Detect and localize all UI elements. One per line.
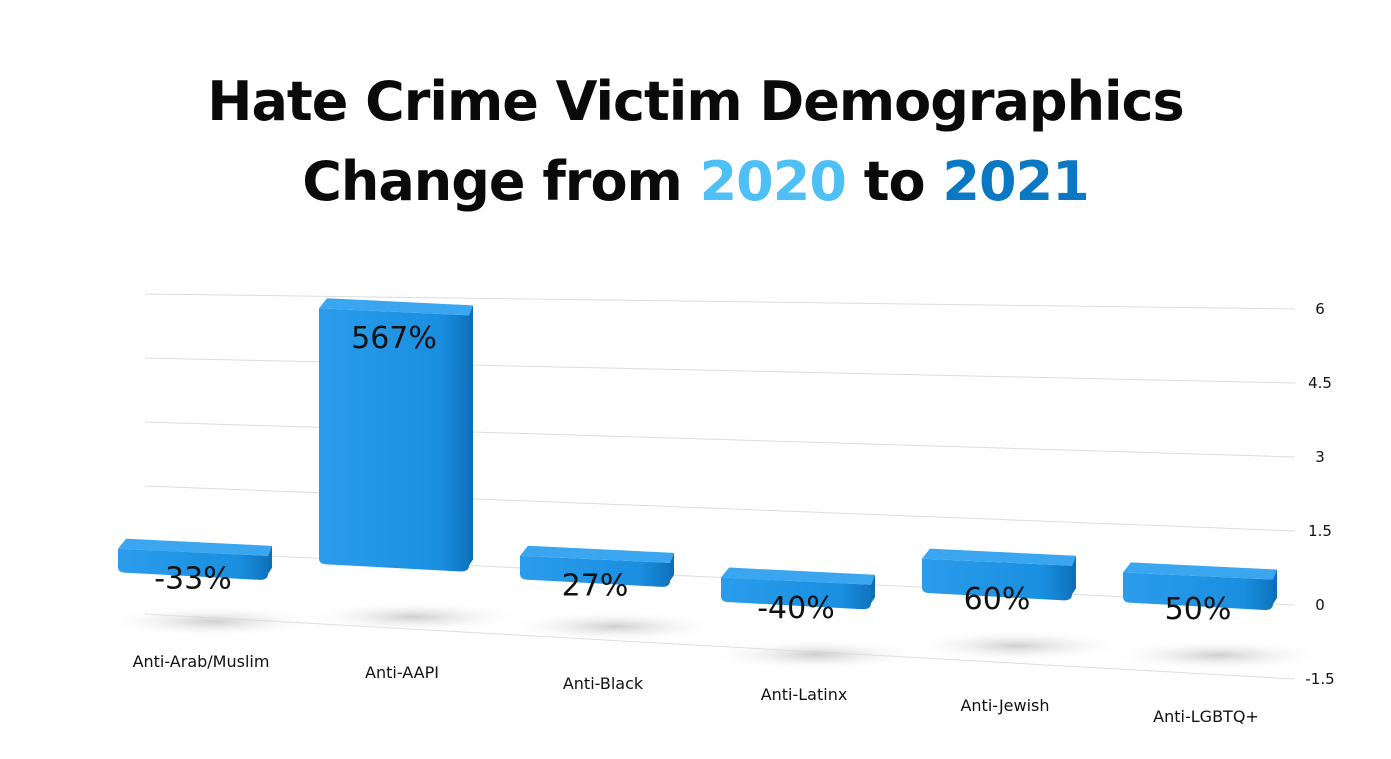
data-label: 60%	[964, 582, 1031, 617]
title-year-2020: 2020	[699, 150, 847, 213]
bar-top	[118, 538, 272, 556]
x-axis-categories: Anti-Arab/Muslim Anti-AAPI Anti-Black Anti-…	[133, 652, 1259, 726]
bar-shadow	[301, 600, 527, 633]
y-tick-label: 3	[1315, 448, 1325, 466]
y-axis-ticks: 6 4.5 3 1.5 0 -1.5	[1305, 300, 1334, 688]
bar-side	[1072, 555, 1076, 595]
y-tick-label: 6	[1315, 300, 1325, 318]
category-label: Anti-LGBTQ+	[1153, 707, 1259, 726]
bars	[118, 298, 1277, 610]
y-tick-label: 0	[1315, 596, 1325, 614]
bar-side	[670, 552, 674, 581]
category-label: Anti-Jewish	[960, 696, 1049, 715]
bar-top	[1123, 562, 1277, 580]
gridline	[144, 549, 1296, 606]
gridline	[144, 421, 1296, 458]
bar-side	[871, 574, 875, 604]
category-label: Anti-AAPI	[365, 663, 439, 682]
bar-side	[268, 545, 272, 574]
bar-shadows	[100, 600, 1331, 672]
bar-shadow	[1105, 639, 1331, 672]
data-label: 567%	[351, 321, 437, 356]
y-tick-label: -1.5	[1305, 670, 1334, 688]
data-label: 50%	[1165, 592, 1232, 627]
bar-top	[721, 567, 875, 585]
data-label: -40%	[757, 591, 835, 626]
y-tick-label: 4.5	[1308, 374, 1332, 392]
bar-shadow	[904, 629, 1130, 662]
gridline	[144, 357, 1296, 384]
bar	[721, 577, 871, 610]
category-label: Anti-Arab/Muslim	[133, 652, 270, 671]
data-labels: -33% 567% 27% -40% 60% 50%	[154, 321, 1231, 627]
bar	[1123, 572, 1273, 610]
title-line-2-mid: to	[845, 150, 943, 213]
bar-shadow	[100, 605, 326, 638]
bar-side	[1273, 569, 1277, 604]
gridline	[144, 485, 1296, 532]
category-label: Anti-Latinx	[761, 685, 848, 704]
data-label: 27%	[562, 569, 629, 604]
bar	[118, 548, 268, 580]
title-year-2021: 2021	[942, 150, 1089, 213]
bar-top	[922, 548, 1076, 566]
bar-side	[469, 305, 473, 566]
data-label: -33%	[154, 562, 232, 597]
bar	[922, 558, 1072, 601]
gridline	[144, 293, 1296, 310]
bar	[319, 308, 469, 572]
bar-top	[319, 298, 473, 316]
bar-top	[520, 545, 674, 563]
y-tick-label: 1.5	[1308, 522, 1332, 540]
bar-shadow	[502, 610, 728, 643]
title-line-1: Hate Crime Victim Demographics	[207, 70, 1184, 133]
bar-shadow	[703, 638, 929, 671]
title-line-2-prefix: Change from	[302, 150, 700, 213]
bar	[520, 555, 670, 587]
chart-title: Hate Crime Victim Demographics Change fr…	[0, 62, 1391, 222]
category-label: Anti-Black	[563, 674, 644, 693]
